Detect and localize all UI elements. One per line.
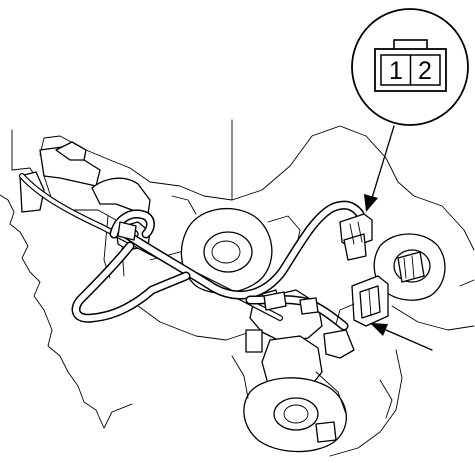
wire-harness bbox=[71, 200, 365, 331]
connector-pointer-arrow bbox=[370, 323, 433, 351]
pin-2-label: 2 bbox=[418, 57, 432, 85]
right-boss bbox=[373, 233, 446, 301]
left-mount-bracket bbox=[19, 141, 151, 279]
lower-bracket bbox=[231, 289, 355, 453]
callout-leader-arrow bbox=[364, 125, 395, 212]
harness-connector bbox=[339, 213, 373, 261]
connector-callout-bubble: 1 2 bbox=[351, 8, 469, 126]
connector-face: 1 2 bbox=[374, 39, 447, 92]
pin-1-label: 1 bbox=[389, 57, 403, 85]
sensor-connector bbox=[335, 275, 389, 327]
